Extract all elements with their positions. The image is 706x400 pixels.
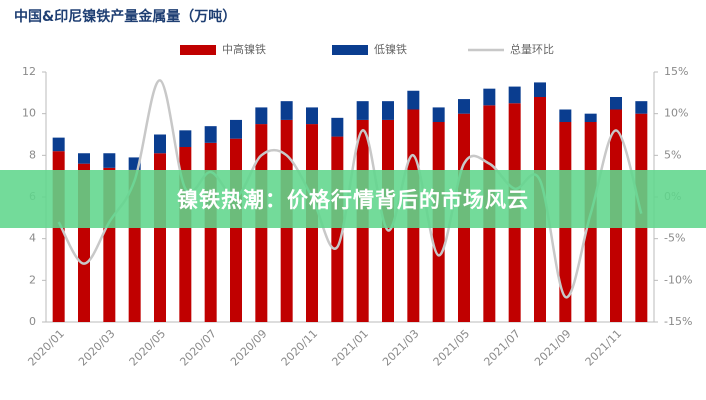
bar — [508, 86, 521, 104]
x-tick-label: 2021/05 — [431, 327, 473, 369]
bar — [559, 109, 572, 122]
bar — [584, 113, 597, 122]
y2-tick-label: -10% — [664, 273, 692, 286]
bar — [407, 90, 420, 110]
bar — [230, 119, 242, 139]
y-tick-label: 12 — [22, 65, 36, 78]
bar — [204, 126, 217, 143]
y-tick-label: 8 — [29, 148, 36, 161]
bar — [534, 82, 546, 97]
bar — [635, 101, 648, 114]
legend-swatch — [332, 45, 368, 55]
x-tick-label: 2021/11 — [583, 327, 625, 369]
y2-tick-label: 10% — [664, 107, 688, 120]
bar — [179, 130, 192, 147]
bar — [432, 107, 445, 122]
y-tick-label: 0 — [29, 315, 36, 328]
x-tick-label: 2021/01 — [329, 327, 371, 369]
y-tick-label: 10 — [22, 107, 36, 120]
bar — [78, 153, 90, 164]
y2-tick-label: 5% — [664, 148, 681, 161]
bar — [280, 101, 293, 120]
legend-label: 总量环比 — [510, 42, 554, 56]
bar — [483, 88, 496, 106]
bar — [356, 101, 369, 120]
x-tick-label: 2020/09 — [228, 327, 270, 369]
bar — [382, 101, 394, 120]
bar — [458, 99, 470, 114]
bar — [103, 153, 116, 168]
y2-tick-label: -5% — [664, 232, 685, 245]
line — [57, 79, 643, 299]
y-tick-label: 4 — [29, 232, 36, 245]
chart-title: 中国&印尼镍铁产量金属量（万吨） — [14, 8, 236, 25]
legend-swatch — [180, 45, 216, 55]
y2-tick-label: 15% — [664, 65, 688, 78]
x-tick-label: 2021/09 — [532, 327, 574, 369]
bar — [230, 138, 242, 322]
legend-label: 低镍铁 — [374, 42, 407, 56]
bar — [52, 137, 65, 152]
bar — [331, 117, 344, 137]
bar — [306, 107, 318, 125]
x-tick-label: 2020/05 — [127, 327, 169, 369]
x-tick-label: 2021/03 — [380, 327, 422, 369]
legend-label: 中高镍铁 — [222, 42, 266, 56]
x-tick-label: 2020/07 — [177, 327, 219, 369]
x-tick-label: 2021/07 — [481, 327, 523, 369]
y2-tick-label: -15% — [664, 315, 692, 328]
bar — [154, 134, 166, 154]
y-tick-label: 2 — [29, 273, 36, 286]
bar — [610, 97, 622, 110]
x-tick-label: 2020/03 — [76, 327, 118, 369]
x-tick-label: 2020/11 — [279, 327, 321, 369]
banner: 镍铁热潮：价格行情背后的市场风云 — [0, 170, 706, 228]
bar — [255, 107, 268, 125]
x-tick-label: 2020/01 — [25, 327, 67, 369]
